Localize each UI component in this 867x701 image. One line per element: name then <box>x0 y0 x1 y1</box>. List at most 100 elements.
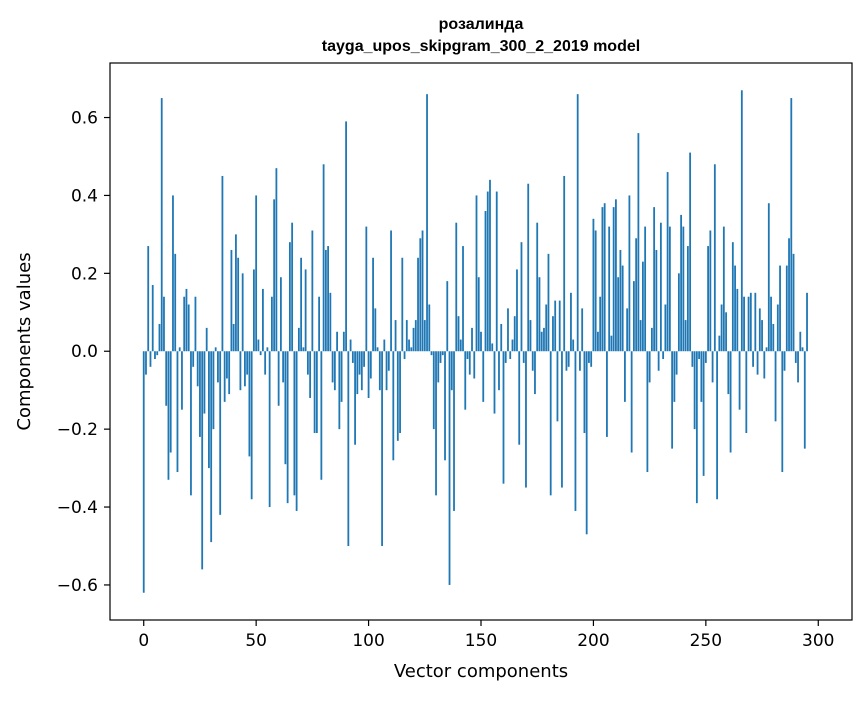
bar <box>322 164 325 352</box>
bar <box>250 351 253 500</box>
bar <box>412 327 415 352</box>
bar <box>504 351 507 363</box>
bar <box>244 351 246 387</box>
y-axis-label: Components values <box>14 252 35 430</box>
bar-series <box>142 90 808 593</box>
bar <box>378 351 381 391</box>
bar <box>653 207 656 352</box>
bar <box>405 320 408 352</box>
bar <box>738 351 741 410</box>
bar <box>230 249 233 352</box>
bar <box>199 351 201 437</box>
chart-title-line1: розалинда <box>439 16 524 33</box>
bar <box>477 277 480 352</box>
bar <box>342 331 345 352</box>
bar <box>668 226 671 352</box>
bar <box>561 351 563 488</box>
bar <box>570 292 572 352</box>
bar <box>223 351 226 402</box>
bar <box>327 246 329 352</box>
bar <box>581 308 584 352</box>
bar <box>624 351 626 402</box>
bar <box>455 222 458 352</box>
bar <box>662 351 665 360</box>
bar <box>480 331 482 352</box>
bar <box>421 230 424 352</box>
bar <box>306 351 309 375</box>
bar <box>448 351 451 585</box>
bar <box>635 238 638 352</box>
bar <box>147 246 150 352</box>
bar <box>266 347 269 352</box>
bar <box>673 351 676 402</box>
bar <box>507 308 509 352</box>
bar <box>428 304 431 352</box>
bar <box>491 343 494 352</box>
bar <box>615 199 617 352</box>
bar <box>689 152 692 352</box>
bar <box>372 257 374 352</box>
bar <box>275 168 278 352</box>
bar <box>464 351 467 410</box>
bar <box>273 199 276 352</box>
bar <box>639 320 642 352</box>
bar <box>608 226 611 352</box>
bar <box>725 312 727 352</box>
bar <box>554 300 557 352</box>
bar <box>558 300 561 352</box>
bar <box>713 164 716 352</box>
bar <box>664 304 667 352</box>
bar <box>439 351 442 363</box>
bar <box>419 238 422 352</box>
bar <box>806 292 808 352</box>
bar <box>666 172 669 352</box>
bar <box>158 323 161 352</box>
bar <box>392 351 395 461</box>
bar <box>374 308 377 352</box>
bar <box>190 351 192 496</box>
bar <box>552 316 554 352</box>
bar <box>502 351 505 484</box>
bar <box>376 347 379 352</box>
bar <box>232 323 235 352</box>
bar <box>650 327 653 352</box>
bar <box>583 351 586 434</box>
bar <box>527 183 530 352</box>
bar <box>369 351 372 379</box>
bar <box>718 335 721 352</box>
bar <box>545 304 548 352</box>
bar <box>484 211 487 352</box>
bar <box>262 288 264 352</box>
bar <box>709 230 712 352</box>
bar <box>205 327 208 352</box>
bar <box>707 246 709 352</box>
bar <box>522 351 525 363</box>
bar <box>459 339 462 352</box>
bar <box>156 351 159 356</box>
bar <box>538 277 541 352</box>
bar <box>381 351 383 546</box>
bar <box>365 226 368 352</box>
bar <box>563 175 566 352</box>
bar <box>677 273 680 352</box>
bar <box>599 296 602 352</box>
bar <box>655 249 658 352</box>
bar <box>142 351 145 593</box>
bar <box>176 351 179 472</box>
bar <box>313 351 316 434</box>
bar <box>783 351 786 371</box>
bar <box>279 277 282 352</box>
bar <box>430 351 433 356</box>
bar <box>246 351 249 375</box>
bar <box>423 320 426 352</box>
bar <box>187 304 190 352</box>
bar <box>648 351 651 383</box>
bar <box>203 351 206 414</box>
bar <box>565 351 568 371</box>
bar <box>340 351 343 402</box>
bar <box>597 331 599 352</box>
bar <box>493 351 496 414</box>
bar <box>363 351 365 367</box>
bar <box>567 351 570 367</box>
